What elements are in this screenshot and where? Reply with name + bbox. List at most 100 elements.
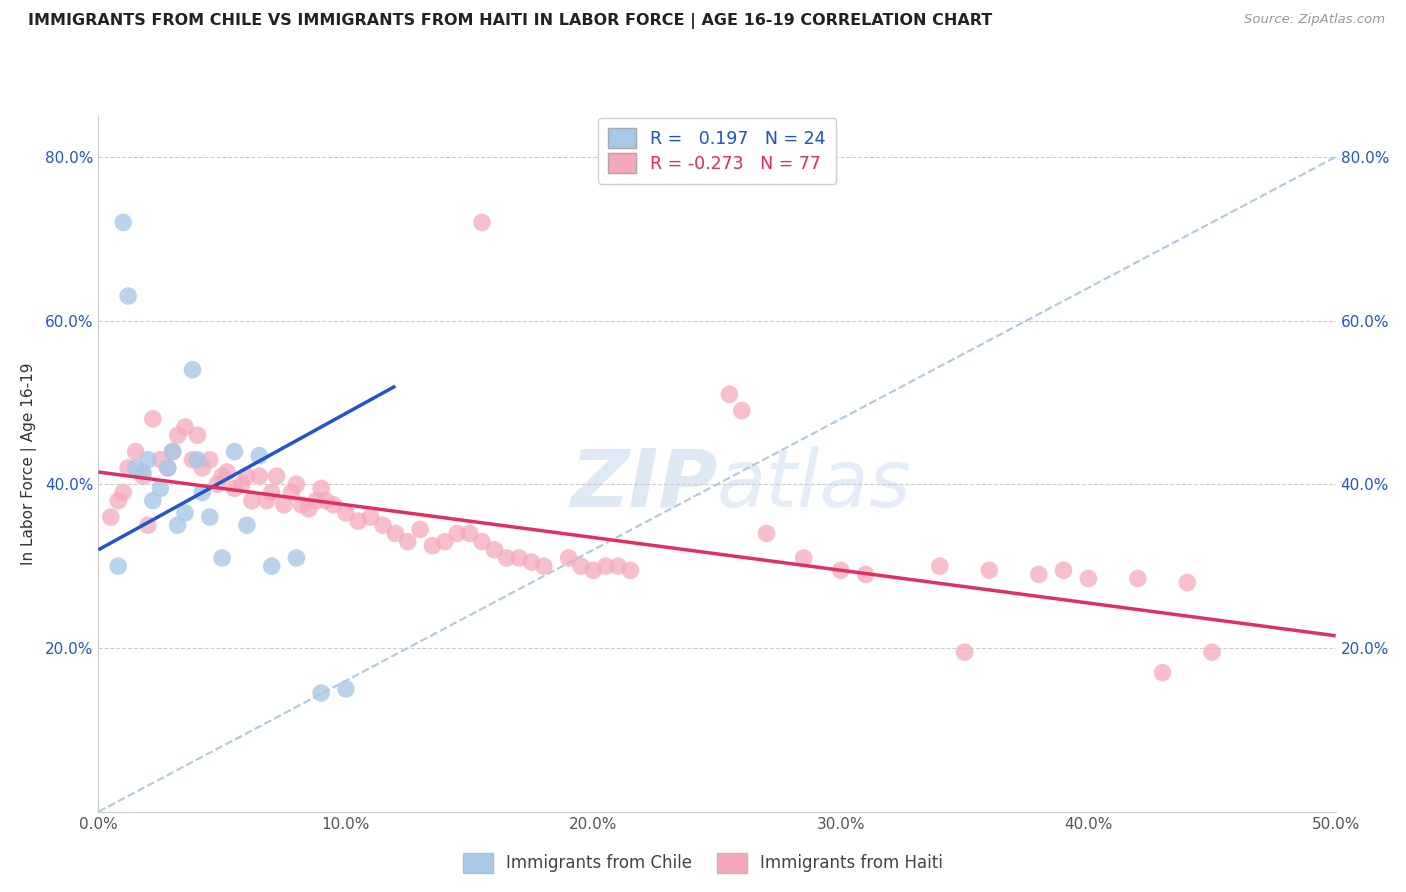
Point xyxy=(136,452,159,467)
Point xyxy=(495,551,517,566)
Point xyxy=(136,518,159,533)
Point xyxy=(107,559,129,574)
Point xyxy=(156,461,179,475)
Point xyxy=(520,555,543,569)
Point xyxy=(360,510,382,524)
Point xyxy=(198,510,221,524)
Point xyxy=(266,469,288,483)
Point xyxy=(396,534,419,549)
Point xyxy=(107,493,129,508)
Point xyxy=(231,477,253,491)
Point xyxy=(124,461,146,475)
Point xyxy=(309,482,332,496)
Point xyxy=(285,551,308,566)
Point xyxy=(112,485,135,500)
Point xyxy=(240,493,263,508)
Point xyxy=(718,387,741,401)
Point xyxy=(1201,645,1223,659)
Text: atlas: atlas xyxy=(717,446,912,524)
Point xyxy=(211,551,233,566)
Point xyxy=(191,485,214,500)
Point xyxy=(112,215,135,229)
Point xyxy=(755,526,778,541)
Point xyxy=(174,506,197,520)
Y-axis label: In Labor Force | Age 16-19: In Labor Force | Age 16-19 xyxy=(21,362,37,566)
Point xyxy=(1028,567,1050,582)
Point xyxy=(595,559,617,574)
Point xyxy=(298,501,321,516)
Point xyxy=(186,452,208,467)
Point xyxy=(149,482,172,496)
Point xyxy=(484,542,506,557)
Point xyxy=(446,526,468,541)
Point xyxy=(166,518,188,533)
Point xyxy=(433,534,456,549)
Point xyxy=(224,482,246,496)
Point xyxy=(953,645,976,659)
Point xyxy=(280,485,302,500)
Point xyxy=(557,551,579,566)
Point xyxy=(181,362,204,376)
Point xyxy=(508,551,530,566)
Text: IMMIGRANTS FROM CHILE VS IMMIGRANTS FROM HAITI IN LABOR FORCE | AGE 16-19 CORREL: IMMIGRANTS FROM CHILE VS IMMIGRANTS FROM… xyxy=(28,13,993,29)
Point xyxy=(186,428,208,442)
Point xyxy=(830,563,852,577)
Point xyxy=(347,514,370,528)
Point xyxy=(132,465,155,479)
Point xyxy=(855,567,877,582)
Point xyxy=(569,559,592,574)
Point xyxy=(166,428,188,442)
Point xyxy=(162,444,184,458)
Point xyxy=(191,461,214,475)
Point xyxy=(409,522,432,536)
Point xyxy=(236,469,259,483)
Point xyxy=(181,452,204,467)
Point xyxy=(1052,563,1074,577)
Point xyxy=(619,563,641,577)
Point xyxy=(315,493,337,508)
Point xyxy=(149,452,172,467)
Point xyxy=(322,498,344,512)
Point xyxy=(260,559,283,574)
Point xyxy=(928,559,950,574)
Point xyxy=(236,518,259,533)
Point xyxy=(285,477,308,491)
Point xyxy=(256,493,278,508)
Point xyxy=(290,498,312,512)
Point xyxy=(117,461,139,475)
Point xyxy=(1077,571,1099,585)
Point xyxy=(1152,665,1174,680)
Text: Source: ZipAtlas.com: Source: ZipAtlas.com xyxy=(1244,13,1385,27)
Text: ZIP: ZIP xyxy=(569,446,717,524)
Point xyxy=(205,477,228,491)
Point xyxy=(309,686,332,700)
Point xyxy=(273,498,295,512)
Point xyxy=(247,449,270,463)
Point xyxy=(162,444,184,458)
Point xyxy=(217,465,239,479)
Point xyxy=(305,493,328,508)
Legend: Immigrants from Chile, Immigrants from Haiti: Immigrants from Chile, Immigrants from H… xyxy=(456,847,950,880)
Point xyxy=(371,518,394,533)
Point xyxy=(471,215,494,229)
Point xyxy=(100,510,122,524)
Point xyxy=(731,403,754,417)
Point xyxy=(384,526,406,541)
Point xyxy=(335,506,357,520)
Point xyxy=(211,469,233,483)
Point xyxy=(458,526,481,541)
Point xyxy=(1175,575,1198,590)
Point xyxy=(260,485,283,500)
Point xyxy=(793,551,815,566)
Point xyxy=(335,681,357,696)
Point xyxy=(471,534,494,549)
Point xyxy=(422,539,444,553)
Point xyxy=(582,563,605,577)
Point xyxy=(198,452,221,467)
Point xyxy=(124,444,146,458)
Point xyxy=(156,461,179,475)
Point xyxy=(247,469,270,483)
Point xyxy=(117,289,139,303)
Point xyxy=(174,420,197,434)
Point xyxy=(533,559,555,574)
